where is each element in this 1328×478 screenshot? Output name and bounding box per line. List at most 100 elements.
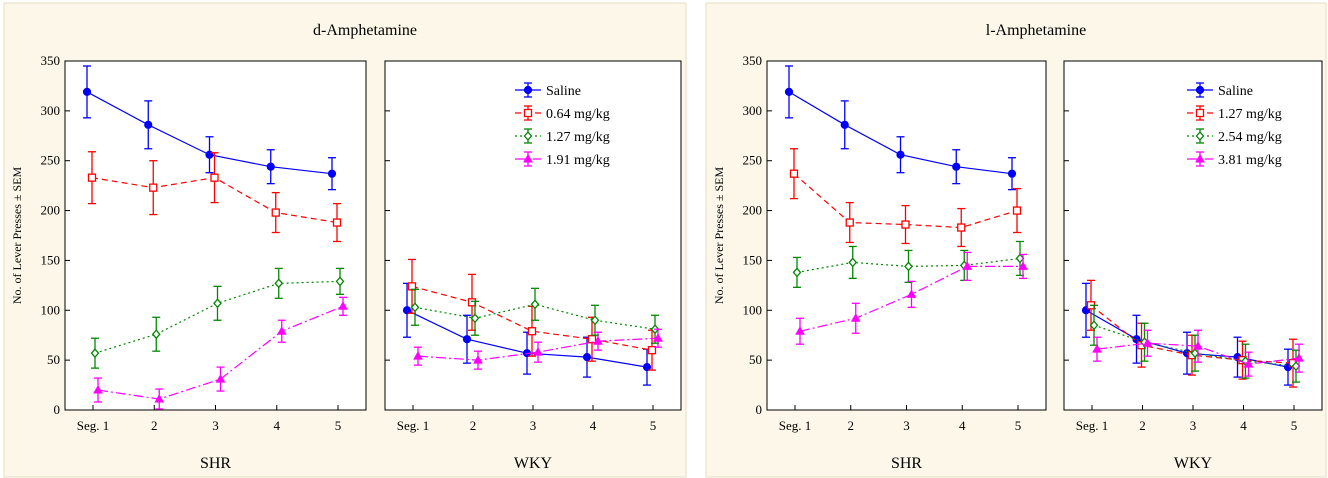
x-tick-label: 2 [470, 418, 477, 433]
series-line [411, 285, 653, 351]
data-point [1294, 353, 1304, 362]
data-point [402, 306, 412, 315]
x-tick-label: 2 [151, 418, 158, 433]
data-point [840, 120, 849, 129]
chart-title: d-Amphetamine [313, 22, 417, 39]
legend: Saline 1.27 mg/kg 2.54 mg/kg 3.81 mg/kg [1187, 82, 1282, 168]
y-tick-label: 300 [41, 103, 61, 118]
y-tick-label: 150 [41, 252, 61, 267]
data-point [789, 169, 799, 178]
legend-marker [1195, 108, 1205, 118]
x-tick-label: 4 [274, 418, 281, 433]
series-3 [413, 328, 663, 370]
x-tick-label: 5 [335, 418, 342, 433]
data-point [276, 326, 287, 335]
data-point [848, 257, 858, 268]
legend-label: 1.27 mg/kg [546, 130, 610, 145]
data-point [87, 173, 97, 182]
y-tick-label: 250 [41, 153, 61, 168]
chart-title: l-Amphetamine [986, 22, 1086, 39]
series-1 [87, 151, 342, 243]
data-point [154, 394, 165, 403]
y-tick-label: 50 [47, 352, 60, 367]
data-point [593, 336, 603, 345]
data-point [470, 313, 480, 324]
y-tick-label: 100 [41, 302, 61, 317]
data-point [274, 278, 284, 289]
x-tick-label: Seg. 1 [779, 418, 812, 433]
plot-area [64, 60, 367, 411]
data-point [93, 385, 103, 394]
data-point [462, 335, 472, 344]
x-tick-label: 3 [530, 418, 537, 433]
y-tick-label: 0 [756, 402, 763, 417]
x-tick-label: Seg. 1 [397, 418, 430, 433]
x-tick-label: 3 [212, 418, 219, 433]
series-0 [784, 65, 1017, 191]
series-line [414, 303, 656, 330]
data-point [266, 162, 275, 171]
x-tick-label: 2 [1139, 418, 1146, 433]
x-tick-label: 3 [903, 418, 910, 433]
data-point [642, 363, 652, 372]
data-point [1142, 338, 1153, 347]
data-point [795, 326, 805, 335]
y-axis-label: No. of Lever Presses ± SEM [10, 167, 24, 305]
y-tick-label: 150 [743, 252, 763, 267]
data-point [90, 348, 100, 359]
data-point [792, 267, 802, 278]
data-point [906, 289, 917, 298]
y-axis-label: No. of Lever Presses ± SEM [712, 167, 726, 305]
legend: Saline 0.64 mg/kg 1.27 mg/kg 1.91 mg/kg [515, 82, 610, 168]
data-point [845, 218, 854, 227]
data-point [582, 353, 592, 362]
legend-label: 0.64 mg/kg [546, 107, 610, 122]
data-point [850, 313, 861, 322]
y-tick-label: 200 [41, 203, 61, 218]
data-point [327, 169, 337, 178]
plot-area [384, 60, 682, 411]
data-point [149, 183, 158, 192]
x-tick-label: Seg. 1 [77, 418, 110, 433]
data-point [533, 347, 543, 356]
legend-label: Saline [546, 84, 581, 99]
data-point [1193, 341, 1203, 350]
legend-marker [1195, 85, 1205, 95]
legend-marker [523, 153, 533, 163]
x-tick-label: 2 [848, 418, 855, 433]
data-point [647, 346, 657, 355]
x-tick-label: 4 [590, 418, 597, 433]
series-3 [1092, 329, 1304, 377]
y-tick-label: 250 [743, 153, 763, 168]
x-tick-label: 5 [1291, 418, 1298, 433]
x-axis-label: WKY [514, 455, 553, 472]
data-point [144, 120, 153, 129]
data-point [413, 351, 423, 360]
data-point [901, 220, 910, 229]
x-axis-label: SHR [200, 455, 231, 472]
data-point [530, 299, 540, 310]
data-point [590, 315, 600, 326]
data-point [410, 302, 420, 313]
data-point [1190, 348, 1200, 359]
x-tick-label: 5 [1015, 418, 1022, 433]
series-1 [407, 258, 657, 371]
data-point [962, 261, 973, 270]
data-point [1007, 169, 1017, 178]
series-line [1096, 342, 1300, 365]
data-point [1015, 253, 1025, 264]
legend-label: Saline [1218, 84, 1253, 99]
panel-shr: 0 50 100 150 200 250 300 350 Seg. 1 2 3 4 5 SHR [41, 53, 367, 472]
data-point [1089, 320, 1099, 331]
series-1 [1086, 279, 1298, 388]
data-point [957, 223, 966, 232]
x-tick-label: Seg. 1 [1076, 418, 1109, 433]
chart-1: l-Amphetamine No. of Lever Presses ± SEM 0… [705, 2, 1327, 478]
data-point [332, 218, 342, 227]
x-axis-label: SHR [891, 455, 922, 472]
data-point [1132, 335, 1141, 344]
series-3 [795, 251, 1028, 345]
series-0 [82, 65, 337, 191]
panel-wky: Seg. 1 2 3 4 5 WKY Saline 1.27 mg/kg 2.54 mg/kg 3… [1063, 60, 1323, 472]
